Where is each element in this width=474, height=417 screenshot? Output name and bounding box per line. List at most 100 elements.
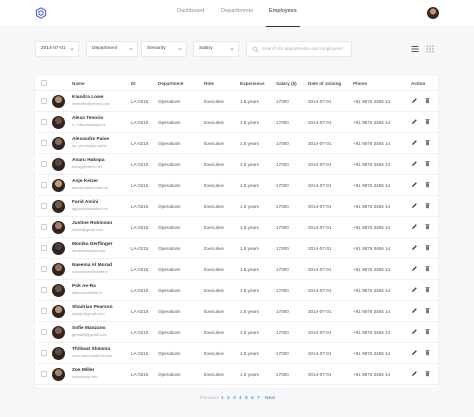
- tab-employees[interactable]: Employees: [266, 8, 300, 27]
- table-row[interactable]: Pok Ae-Ra ademukeefined.io LA-0215 Operatio…: [35, 280, 438, 301]
- row-checkbox[interactable]: [41, 245, 47, 251]
- page-4-link[interactable]: 4: [239, 396, 242, 401]
- salary-filter[interactable]: Salary: [193, 41, 239, 57]
- delete-trash-icon[interactable]: [424, 202, 431, 209]
- table-row[interactable]: Kiandra Lowe lenecithe@mivien.com LA-0215 O…: [35, 91, 438, 112]
- table-row[interactable]: Justine Robinson lduoid@gmail.com LA-0215 O…: [35, 217, 438, 238]
- table-row[interactable]: Naeema Al Morad snovunrunelfoidofe.lo LA-0…: [35, 259, 438, 280]
- row-checkbox[interactable]: [41, 203, 47, 209]
- page-6-link[interactable]: 6: [251, 396, 254, 401]
- edit-pencil-icon[interactable]: [411, 265, 418, 272]
- search-input[interactable]: Search for departments and employees: [246, 41, 352, 57]
- hexagon-logo-icon[interactable]: [35, 7, 47, 19]
- employee-name[interactable]: Sofie Manzano: [72, 326, 106, 331]
- header-phone[interactable]: Phone: [353, 81, 368, 86]
- header-id[interactable]: ID: [131, 81, 136, 86]
- table-row[interactable]: Thitiwat Shimma ouhe.shimma@info.info LA-0…: [35, 343, 438, 364]
- edit-pencil-icon[interactable]: [411, 181, 418, 188]
- employee-name[interactable]: Anje Keizer: [72, 179, 99, 184]
- next-page-link[interactable]: Next: [265, 396, 275, 401]
- header-department[interactable]: Department: [158, 81, 184, 86]
- employee-name[interactable]: Anaru Hakopa: [72, 158, 105, 163]
- row-checkbox[interactable]: [41, 161, 47, 167]
- table-row[interactable]: Monika Derflinger aexdseleistiche.nsh LA-0…: [35, 238, 438, 259]
- edit-pencil-icon[interactable]: [411, 118, 418, 125]
- select-all-checkbox[interactable]: [41, 80, 47, 86]
- seniority-filter[interactable]: Seniority: [141, 41, 187, 57]
- header-experience[interactable]: Experience: [240, 81, 265, 86]
- table-row[interactable]: Sofie Manzano genaldd@gmail.com LA-0215 Ope…: [35, 322, 438, 343]
- table-row[interactable]: Alexa Tenorio n_ruffoondraagon.ls LA-0215 O…: [35, 112, 438, 133]
- row-checkbox[interactable]: [41, 224, 47, 230]
- previous-page-link[interactable]: Previous: [200, 396, 219, 401]
- header-salary[interactable]: Salary ($): [276, 81, 297, 86]
- date-filter[interactable]: 2014-07-01: [35, 41, 79, 57]
- row-checkbox[interactable]: [41, 266, 47, 272]
- delete-trash-icon[interactable]: [424, 97, 431, 104]
- department-filter[interactable]: Department: [86, 41, 138, 57]
- employee-name[interactable]: Pok Ae-Ra: [72, 284, 96, 289]
- header-name[interactable]: Name: [72, 81, 85, 86]
- page-2-link[interactable]: 2: [227, 396, 230, 401]
- table-row[interactable]: Anaru Hakopa kovaygiertech.net LA-0215 Oper…: [35, 154, 438, 175]
- table-row[interactable]: Zoe Miller lenumimsp.info LA-0215 Operation…: [35, 364, 438, 385]
- employee-name[interactable]: Shadrias Pearson: [72, 305, 113, 310]
- header-date-of-joining[interactable]: Date of Joining: [308, 81, 342, 86]
- employee-name[interactable]: Monika Derflinger: [72, 242, 113, 247]
- row-checkbox[interactable]: [41, 287, 47, 293]
- edit-pencil-icon[interactable]: [411, 307, 418, 314]
- page-1-link[interactable]: 1: [221, 396, 224, 401]
- edit-pencil-icon[interactable]: [411, 139, 418, 146]
- edit-pencil-icon[interactable]: [411, 349, 418, 356]
- delete-trash-icon[interactable]: [424, 349, 431, 356]
- row-checkbox[interactable]: [41, 182, 47, 188]
- delete-trash-icon[interactable]: [424, 328, 431, 335]
- edit-pencil-icon[interactable]: [411, 202, 418, 209]
- page-3-link[interactable]: 3: [233, 396, 236, 401]
- edit-pencil-icon[interactable]: [411, 370, 418, 377]
- delete-trash-icon[interactable]: [424, 244, 431, 251]
- edit-pencil-icon[interactable]: [411, 223, 418, 230]
- edit-pencil-icon[interactable]: [411, 160, 418, 167]
- employee-name[interactable]: Alexa Tenorio: [72, 116, 104, 121]
- edit-pencil-icon[interactable]: [411, 97, 418, 104]
- employee-name[interactable]: Zoe Miller: [72, 368, 95, 373]
- edit-pencil-icon[interactable]: [411, 328, 418, 335]
- delete-trash-icon[interactable]: [424, 265, 431, 272]
- page-5-link[interactable]: 5: [245, 396, 248, 401]
- row-checkbox[interactable]: [41, 308, 47, 314]
- employee-name[interactable]: Naeema Al Morad: [72, 263, 113, 268]
- delete-trash-icon[interactable]: [424, 139, 431, 146]
- table-row[interactable]: Alexandre Paive nu_vemdutofo.name LA-0215 O…: [35, 133, 438, 154]
- page-7-link[interactable]: 7: [257, 396, 260, 401]
- employee-name[interactable]: Farid Amini: [72, 200, 99, 205]
- delete-trash-icon[interactable]: [424, 160, 431, 167]
- table-row[interactable]: Farid Amini aguamonddontech.ts LA-0215 Oper…: [35, 196, 438, 217]
- table-row[interactable]: Shadrias Pearson raleigh@gmail.com LA-0215…: [35, 301, 438, 322]
- grid-view-icon[interactable]: [426, 45, 434, 53]
- employee-name[interactable]: Thitiwat Shimma: [72, 347, 111, 352]
- delete-trash-icon[interactable]: [424, 223, 431, 230]
- row-checkbox[interactable]: [41, 371, 47, 377]
- header-role[interactable]: Role: [204, 81, 214, 86]
- table-row[interactable]: Anje Keizer anerkunderbrother.ca LA-0215 Op…: [35, 175, 438, 196]
- row-checkbox[interactable]: [41, 140, 47, 146]
- tab-departments[interactable]: Departments: [221, 8, 254, 14]
- row-checkbox[interactable]: [41, 350, 47, 356]
- row-checkbox[interactable]: [41, 98, 47, 104]
- delete-trash-icon[interactable]: [424, 307, 431, 314]
- employee-name[interactable]: Justine Robinson: [72, 221, 113, 226]
- list-view-icon[interactable]: [411, 45, 419, 53]
- employee-name[interactable]: Alexandre Paive: [72, 137, 110, 142]
- edit-pencil-icon[interactable]: [411, 244, 418, 251]
- user-avatar[interactable]: [427, 7, 439, 19]
- delete-trash-icon[interactable]: [424, 286, 431, 293]
- delete-trash-icon[interactable]: [424, 181, 431, 188]
- row-checkbox[interactable]: [41, 329, 47, 335]
- row-checkbox[interactable]: [41, 119, 47, 125]
- delete-trash-icon[interactable]: [424, 370, 431, 377]
- employee-name[interactable]: Kiandra Lowe: [72, 95, 104, 100]
- tab-dashboard[interactable]: Dashboard: [177, 8, 205, 14]
- delete-trash-icon[interactable]: [424, 118, 431, 125]
- edit-pencil-icon[interactable]: [411, 286, 418, 293]
